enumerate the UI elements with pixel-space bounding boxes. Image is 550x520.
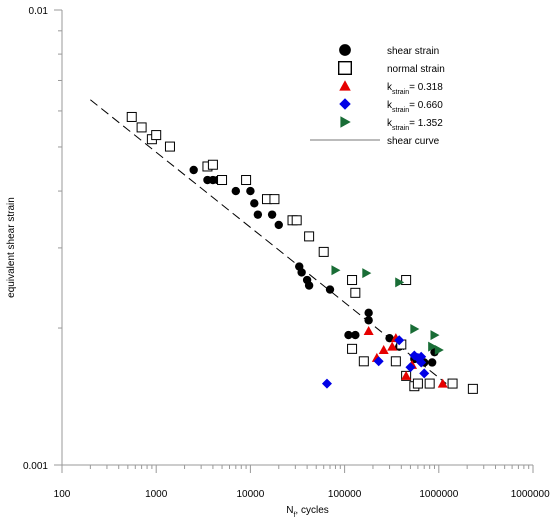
data-point-series-2: [126, 111, 137, 122]
data-point-series-2: [350, 287, 361, 298]
data-point-series-1: [385, 333, 394, 343]
data-point-series-3: [437, 378, 448, 388]
legend-symbol: [340, 116, 351, 128]
axis-layer: [54, 9, 534, 473]
data-point-series-3: [401, 370, 412, 380]
data-point-series-2: [151, 130, 162, 141]
data-point-series-1: [364, 316, 373, 325]
legend-label: normal strain: [387, 64, 445, 75]
data-point-series-1: [325, 285, 335, 294]
data-point-series-2: [401, 275, 412, 286]
data-point-series-2: [412, 378, 423, 389]
data-point-series-2: [291, 215, 302, 226]
data-points-layer: [126, 111, 478, 394]
legend-symbol: [339, 44, 351, 56]
y-tick-label: 0.001: [23, 461, 48, 472]
data-point-series-1: [231, 186, 241, 196]
data-point-series-5: [362, 268, 372, 279]
data-point-series-3: [378, 344, 389, 354]
data-point-series-2: [304, 231, 315, 242]
legend-symbol: [339, 98, 351, 110]
data-point-series-5: [434, 344, 444, 355]
x-tick-label: 100000: [328, 489, 362, 500]
data-point-series-1: [253, 210, 263, 219]
data-point-series-1: [427, 358, 437, 367]
x-tick-label: 1000: [145, 489, 168, 500]
legend-label: kstrain= 0.660: [387, 100, 443, 114]
legend-symbol-group: [339, 80, 351, 91]
data-point-series-2: [467, 383, 478, 394]
data-point-series-1: [351, 330, 360, 340]
x-axis-title: Nf, cycles: [286, 505, 329, 519]
legend-label: kstrain= 0.318: [387, 82, 443, 96]
legend-label: shear strain: [387, 46, 439, 57]
data-point-series-2: [347, 275, 358, 286]
data-point-series-1: [274, 220, 283, 230]
y-axis-title: equivalent shear strain: [6, 197, 17, 298]
data-point-series-1: [304, 281, 314, 290]
data-point-series-3: [387, 341, 398, 351]
legend-symbol-group: [339, 44, 351, 56]
data-point-series-5: [395, 277, 405, 288]
data-point-series-2: [318, 246, 329, 257]
x-tick-label: 1000000: [419, 489, 458, 500]
data-point-series-2: [347, 343, 358, 354]
legend-symbol: [339, 80, 351, 91]
data-point-series-1: [250, 199, 259, 208]
data-point-series-5: [410, 324, 420, 335]
legend-symbol-group: [340, 116, 351, 128]
data-point-series-2: [241, 175, 252, 186]
data-point-series-4: [321, 378, 332, 389]
data-point-series-2: [358, 356, 369, 367]
x-tick-label: 10000: [236, 489, 264, 500]
data-point-series-1: [189, 165, 198, 175]
data-point-series-5: [428, 341, 438, 352]
data-point-series-2: [269, 194, 280, 205]
data-point-series-2: [390, 356, 401, 367]
data-point-series-1: [344, 330, 353, 340]
legend-symbol-group: [339, 98, 351, 110]
data-point-series-2: [164, 141, 175, 152]
data-point-series-2: [217, 175, 228, 186]
data-point-series-4: [416, 351, 427, 362]
legend-symbol: [337, 61, 352, 76]
data-point-series-1: [246, 186, 255, 196]
legend: shear strain normal strain kstrain= 0.318 k…: [310, 44, 445, 147]
data-point-series-2: [424, 378, 435, 389]
data-point-series-3: [363, 326, 374, 336]
legend-label: shear curve: [387, 136, 440, 147]
data-point-series-2: [207, 159, 218, 170]
data-point-series-1: [267, 210, 277, 219]
legend-label: kstrain= 1.352: [387, 118, 443, 132]
data-point-series-2: [136, 122, 147, 133]
data-point-series-4: [373, 356, 384, 367]
data-point-series-2: [447, 378, 458, 389]
data-point-series-4: [416, 357, 427, 368]
y-tick-label: 0.01: [29, 6, 49, 17]
data-point-series-4: [419, 368, 430, 379]
data-point-series-5: [430, 330, 440, 341]
data-point-series-4: [405, 362, 416, 373]
x-tick-label: 100: [54, 489, 71, 500]
data-point-series-4: [394, 335, 405, 346]
data-point-series-1: [364, 308, 373, 318]
data-point-series-5: [331, 265, 341, 276]
data-point-series-1: [297, 268, 306, 277]
legend-symbol-group: [337, 61, 352, 76]
